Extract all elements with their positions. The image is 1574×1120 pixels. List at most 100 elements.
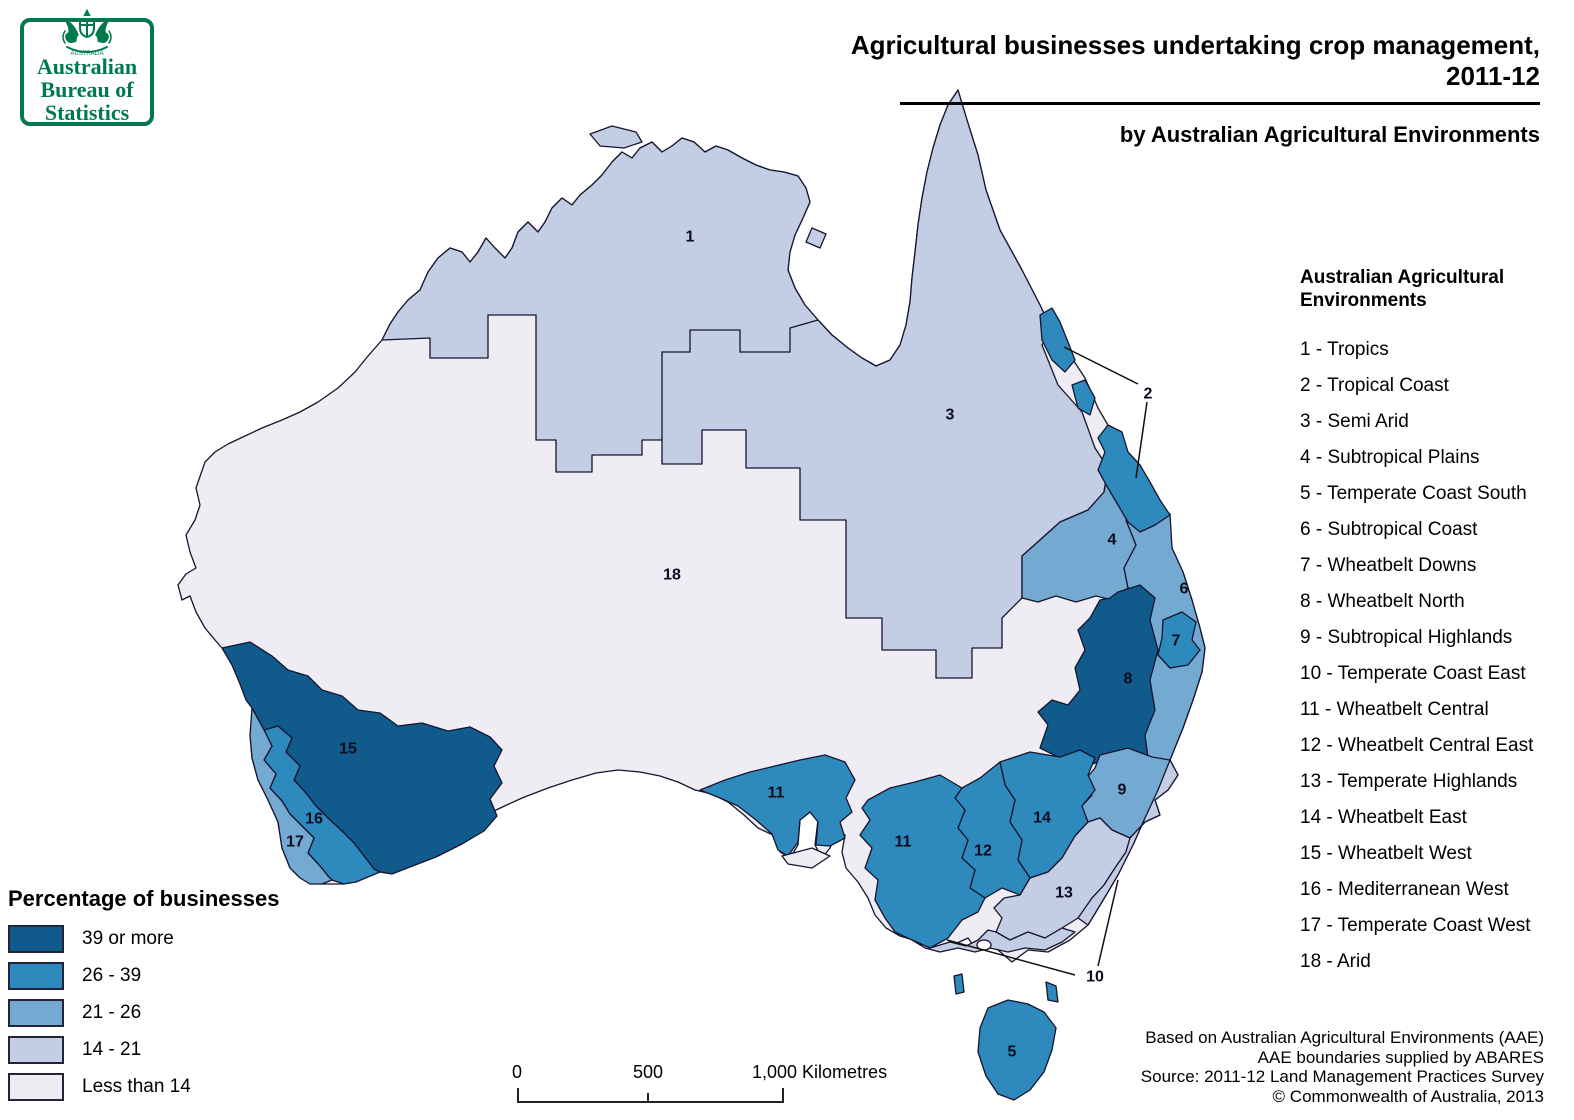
- aae-legend-item-15: 15 - Wheatbelt West: [1300, 843, 1472, 864]
- map-region-island-kangaroo: Kangaroo Island: [781, 847, 831, 869]
- map-border-1-3: [661, 319, 819, 440]
- legend-label: 21 - 26: [82, 1002, 142, 1023]
- legend-label: 39 or more: [82, 928, 174, 949]
- aae-legend-item-10: 10 - Temperate Coast East: [1300, 663, 1526, 684]
- legend-swatch: [8, 999, 64, 1027]
- scale-bar-rule: [517, 1088, 784, 1103]
- legend-label: 26 - 39: [82, 965, 142, 986]
- map-region-label-12: 12: [974, 843, 992, 860]
- source-line-2: AAE boundaries supplied by ABARES: [1257, 1047, 1544, 1067]
- map-region-label-15: 15: [339, 741, 357, 758]
- leader-line-region-2-0: [1063, 346, 1139, 385]
- source-note: Based on Australian Agricultural Environ…: [1141, 1028, 1544, 1106]
- map-region-label-8: 8: [1124, 671, 1133, 688]
- legend-swatch: [8, 962, 64, 990]
- percentage-legend-item-4: Less than 14: [8, 1073, 328, 1101]
- aae-legend-item-1: 1 - Tropics: [1300, 339, 1389, 360]
- abs-coat-of-arms-icon: AUSTRALIA: [62, 8, 112, 57]
- map-region-label-1: 1: [686, 229, 695, 246]
- aae-legend-heading: Australian Agricultural Environments: [1300, 266, 1564, 312]
- map-region-2a: Tropical Coast (north): [1039, 307, 1076, 373]
- map-region-island-groote: Groote Eylandt: [805, 227, 827, 249]
- title-underline: [900, 102, 1540, 105]
- aae-legend-item-5: 5 - Temperate Coast South: [1300, 483, 1527, 504]
- map-region-label-17: 17: [286, 834, 304, 851]
- map-region-label-11: 11: [768, 785, 785, 802]
- source-line-3: Source: 2011-12 Land Management Practice…: [1140, 1067, 1544, 1086]
- map-region-label-13: 13: [1055, 885, 1073, 902]
- map-region-10b: Temperate Coast East (Vic strip): [911, 927, 1076, 953]
- map-region-label-9: 9: [1118, 782, 1127, 799]
- aae-legend-item-18: 18 - Arid: [1300, 951, 1371, 972]
- scale-tick-1000: 1,000 Kilometres: [752, 1062, 888, 1082]
- map-region-island-king: King Island: [953, 973, 965, 995]
- map-region-8: Wheatbelt North: [1037, 584, 1159, 766]
- percentage-legend-heading: Percentage of businesses: [8, 886, 280, 911]
- map-region-1-3-band: Tropics / Semi Arid: [381, 89, 1109, 679]
- map-region-2c: Tropical Coast (south): [1097, 424, 1171, 533]
- source-line-4: © Commonwealth of Australia, 2013: [1272, 1086, 1544, 1106]
- aae-legend-item-2: 2 - Tropical Coast: [1300, 375, 1449, 396]
- source-line-1: Based on Australian Agricultural Environ…: [1145, 1028, 1544, 1047]
- map-region-label-10: 10: [1086, 969, 1104, 986]
- aae-legend-item-4: 4 - Subtropical Plains: [1300, 447, 1480, 468]
- aae-legend-item-14: 14 - Wheatbelt East: [1300, 807, 1467, 828]
- map-region-label-4: 4: [1108, 532, 1117, 549]
- title-block: Agricultural businesses undertaking crop…: [780, 30, 1540, 148]
- percentage-legend-item-3: 14 - 21: [8, 1036, 328, 1064]
- legend-swatch: [8, 1073, 64, 1101]
- aae-legend-item-9: 9 - Subtropical Highlands: [1300, 627, 1513, 648]
- map-region-label-6: 6: [1180, 581, 1189, 598]
- aae-legend-item-6: 6 - Subtropical Coast: [1300, 519, 1478, 540]
- map-region-label-5: 5: [1008, 1044, 1017, 1061]
- legend-label: Less than 14: [82, 1076, 191, 1097]
- map-region-5: Temperate Coast South (Tasmania): [977, 999, 1057, 1101]
- legend-label: 14 - 21: [82, 1039, 142, 1060]
- map-region-label-3: 3: [946, 407, 955, 424]
- scale-bar-midtick: [647, 1093, 649, 1101]
- abs-logo-text: Australian Bureau of Statistics: [24, 55, 150, 124]
- abs-logo: AUSTRALIA Australian Bureau of Statistic…: [20, 8, 154, 126]
- map-region-11a: Wheatbelt Central (east): [859, 774, 986, 949]
- aae-legend-item-16: 16 - Mediterranean West: [1300, 879, 1509, 900]
- aae-legend-item-11: 11 - Wheatbelt Central: [1300, 699, 1489, 720]
- aae-legend: Australian Agricultural Environments 1 -…: [1300, 266, 1564, 987]
- legend-swatch: [8, 925, 64, 953]
- map-region-label-16: 16: [305, 811, 323, 828]
- map-region-17: Temperate Coast West: [249, 707, 333, 885]
- map-region-7: Wheatbelt Downs: [1157, 611, 1201, 669]
- map-region-label-7: 7: [1172, 633, 1181, 650]
- aae-legend-item-12: 12 - Wheatbelt Central East: [1300, 735, 1534, 756]
- map-region-label-2: 2: [1144, 386, 1153, 403]
- abs-crest-banner-text: AUSTRALIA: [70, 51, 103, 57]
- scale-tick-500: 500: [632, 1062, 664, 1082]
- aae-legend-item-8: 8 - Wheatbelt North: [1300, 591, 1465, 612]
- scale-tick-0: 0: [511, 1062, 523, 1082]
- aae-legend-heading-line2: Environments: [1300, 290, 1427, 311]
- aae-legend-item-7: 7 - Wheatbelt Downs: [1300, 555, 1477, 576]
- map-region-11b: Wheatbelt Central (Eyre): [699, 754, 856, 857]
- page-subtitle: by Australian Agricultural Environments: [1119, 122, 1540, 147]
- abs-logo-line2: Bureau of: [40, 77, 134, 102]
- map-region-island-tiwi: Tiwi Islands: [589, 125, 643, 149]
- aae-legend-item-13: 13 - Temperate Highlands: [1300, 771, 1518, 792]
- legend-swatch: [8, 1036, 64, 1064]
- map-region-label-11: 11: [895, 834, 912, 851]
- percentage-legend-item-0: 39 or more: [8, 925, 328, 953]
- map-region-10a: Temperate Coast East (NSW strip): [1077, 759, 1179, 926]
- abs-logo-line1: Australian: [36, 54, 138, 79]
- leader-line-region-10-3: [1097, 879, 1119, 967]
- map-region-2b: Tropical Coast (mid): [1071, 379, 1096, 416]
- leader-line-region-10-2: [946, 939, 1076, 976]
- map-region-label-18: 18: [663, 567, 681, 584]
- map-region-label-14: 14: [1033, 810, 1051, 827]
- percentage-legend: Percentage of businesses 39 or more 26 - …: [8, 886, 328, 1110]
- abs-logo-line3: Statistics: [44, 100, 130, 125]
- page-title: Agricultural businesses undertaking crop…: [850, 30, 1540, 91]
- aae-legend-item-17: 17 - Temperate Coast West: [1300, 915, 1531, 936]
- percentage-legend-item-1: 26 - 39: [8, 962, 328, 990]
- aae-legend-item-3: 3 - Semi Arid: [1300, 411, 1409, 432]
- leader-line-region-2-1: [1135, 401, 1148, 479]
